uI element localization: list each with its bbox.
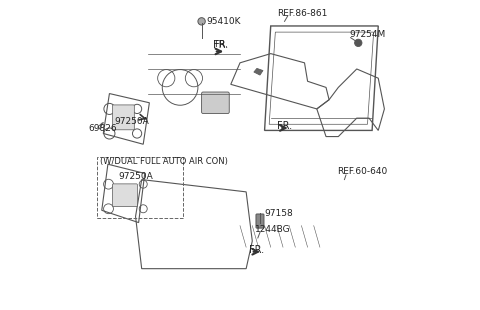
Circle shape [355, 39, 362, 46]
Text: 95410K: 95410K [206, 17, 240, 26]
Circle shape [198, 18, 205, 25]
Text: 97250A: 97250A [114, 117, 149, 126]
Text: 97158: 97158 [264, 209, 293, 218]
FancyBboxPatch shape [112, 105, 134, 130]
Text: FR.: FR. [249, 245, 264, 255]
Text: 1244BG: 1244BG [255, 225, 291, 234]
Polygon shape [254, 69, 263, 75]
Text: (W/DUAL FULL AUTO AIR CON): (W/DUAL FULL AUTO AIR CON) [100, 157, 228, 166]
Text: 69826: 69826 [89, 124, 118, 133]
FancyBboxPatch shape [112, 184, 137, 206]
Text: FR.: FR. [277, 121, 292, 131]
Text: REF.60-640: REF.60-640 [337, 167, 387, 176]
Text: 97250A: 97250A [119, 172, 154, 181]
FancyBboxPatch shape [202, 92, 229, 113]
Text: 97254M: 97254M [349, 30, 385, 39]
FancyBboxPatch shape [256, 214, 264, 228]
Text: FR.: FR. [214, 41, 228, 50]
Text: FR.: FR. [213, 40, 228, 50]
Text: REF.86-861: REF.86-861 [277, 9, 327, 18]
